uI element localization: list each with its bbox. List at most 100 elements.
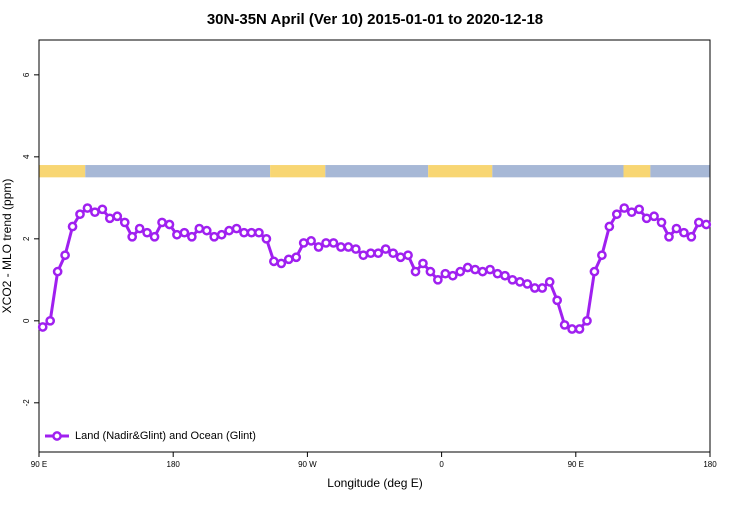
data-point bbox=[261, 233, 272, 244]
data-point bbox=[142, 227, 152, 238]
data-point bbox=[410, 266, 421, 277]
x-tick-label: 180 bbox=[703, 460, 717, 469]
data-point bbox=[82, 203, 93, 213]
data-point bbox=[269, 256, 279, 267]
data-point bbox=[45, 315, 56, 326]
surface-strip bbox=[623, 165, 651, 178]
surface-strip bbox=[325, 165, 429, 178]
data-point bbox=[283, 254, 294, 265]
data-point bbox=[500, 270, 510, 281]
data-point bbox=[686, 231, 697, 242]
data-point bbox=[52, 266, 63, 277]
data-point bbox=[552, 295, 563, 306]
x-tick-label: 90 W bbox=[298, 460, 317, 469]
data-point bbox=[641, 213, 652, 224]
y-tick-label: 2 bbox=[22, 236, 31, 241]
data-point bbox=[611, 209, 622, 220]
x-tick-label: 90 E bbox=[31, 460, 47, 469]
data-point bbox=[395, 252, 406, 263]
data-point bbox=[239, 227, 249, 238]
surface-strip bbox=[85, 165, 271, 178]
data-point bbox=[343, 242, 354, 252]
data-point bbox=[67, 221, 78, 232]
data-point bbox=[336, 242, 346, 252]
y-tick-label: 4 bbox=[22, 154, 31, 159]
data-point bbox=[97, 204, 108, 215]
data-point bbox=[492, 268, 503, 279]
data-point bbox=[328, 238, 339, 248]
data-point bbox=[656, 217, 667, 228]
x-tick-label: 90 E bbox=[568, 460, 584, 469]
data-point bbox=[127, 231, 138, 242]
data-point bbox=[216, 229, 227, 240]
data-point bbox=[388, 248, 398, 259]
y-axis-label: XCO2 - MLO trend (ppm) bbox=[0, 179, 14, 314]
data-point bbox=[440, 268, 451, 279]
data-point bbox=[522, 279, 533, 289]
data-point bbox=[455, 266, 466, 277]
data-point bbox=[291, 252, 302, 263]
data-point bbox=[634, 204, 645, 215]
data-point bbox=[351, 244, 361, 254]
data-point bbox=[649, 211, 659, 222]
data-point bbox=[119, 217, 130, 228]
surface-strip bbox=[428, 165, 493, 178]
data-point bbox=[544, 277, 555, 287]
data-point bbox=[447, 270, 458, 281]
data-point bbox=[589, 266, 600, 277]
data-point bbox=[671, 223, 682, 234]
x-axis-label: Longitude (deg E) bbox=[327, 476, 422, 490]
data-point bbox=[157, 217, 167, 228]
data-point bbox=[313, 242, 324, 252]
y-tick-label: 6 bbox=[22, 72, 31, 77]
data-point bbox=[104, 213, 115, 224]
data-point bbox=[224, 225, 234, 236]
data-point bbox=[433, 274, 443, 285]
data-point bbox=[626, 207, 637, 218]
surface-strip bbox=[492, 165, 624, 178]
data-point bbox=[276, 258, 287, 269]
data-point bbox=[164, 219, 175, 230]
data-point bbox=[515, 277, 525, 287]
data-point bbox=[664, 231, 674, 242]
data-point bbox=[254, 227, 264, 238]
data-point bbox=[619, 203, 630, 213]
data-point bbox=[231, 223, 242, 234]
surface-strip bbox=[270, 165, 326, 178]
data-point bbox=[246, 227, 257, 238]
data-point bbox=[194, 223, 205, 234]
data-point bbox=[298, 238, 309, 248]
surface-strip bbox=[39, 165, 86, 178]
y-tick-label: 0 bbox=[22, 318, 31, 323]
data-point bbox=[507, 274, 518, 285]
data-point bbox=[567, 324, 577, 334]
x-tick-label: 180 bbox=[167, 460, 181, 469]
data-point bbox=[537, 283, 548, 293]
legend-marker bbox=[52, 431, 62, 441]
data-point bbox=[186, 231, 197, 242]
legend-label: Land (Nadir&Glint) and Ocean (Glint) bbox=[75, 430, 256, 442]
data-point bbox=[604, 221, 615, 232]
data-point bbox=[425, 266, 436, 277]
data-point bbox=[321, 238, 331, 248]
data-point bbox=[112, 211, 123, 222]
data-point bbox=[60, 250, 70, 261]
data-point bbox=[462, 262, 473, 273]
data-point bbox=[373, 248, 384, 259]
plot-frame bbox=[38, 39, 711, 453]
data-point bbox=[403, 250, 413, 261]
data-point bbox=[470, 264, 480, 275]
data-point bbox=[574, 324, 585, 334]
data-point bbox=[37, 322, 48, 332]
y-tick-label: -2 bbox=[22, 399, 31, 407]
data-point bbox=[201, 225, 212, 236]
data-point bbox=[380, 244, 391, 254]
data-point bbox=[597, 250, 607, 261]
data-point bbox=[582, 315, 592, 326]
data-point bbox=[90, 207, 100, 218]
data-point bbox=[149, 231, 160, 242]
surface-strip bbox=[650, 165, 710, 178]
data-point bbox=[172, 229, 182, 240]
data-point bbox=[693, 217, 704, 228]
